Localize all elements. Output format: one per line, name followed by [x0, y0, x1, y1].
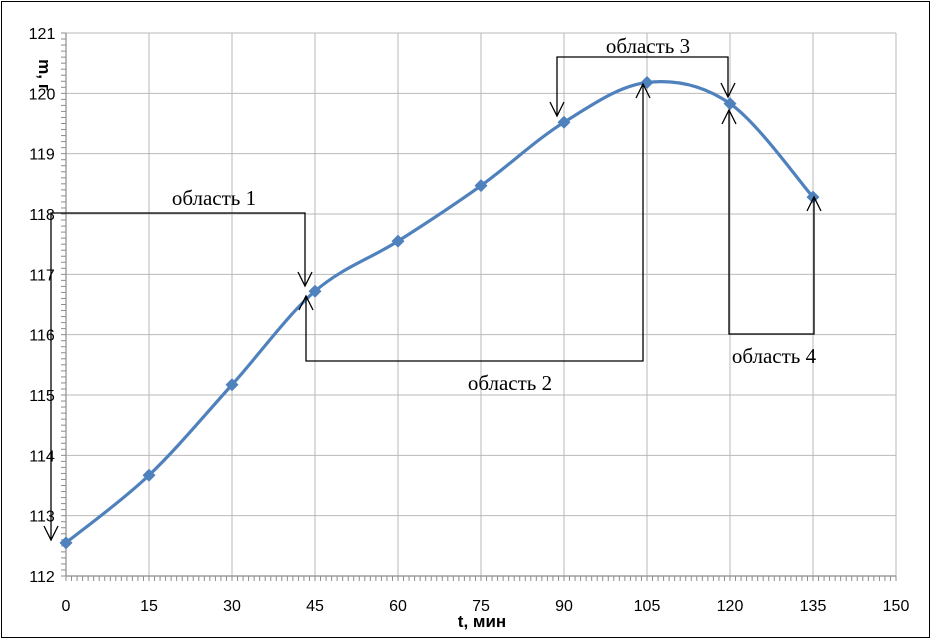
y-tick-label: 112	[29, 569, 55, 586]
grid	[66, 32, 897, 576]
region-1-arrow-end	[297, 271, 313, 288]
x-tick-label: 0	[62, 598, 71, 615]
y-tick-label: 118	[29, 207, 55, 224]
y-tick-label: 116	[29, 328, 55, 345]
data-point-marker	[308, 284, 322, 298]
axes	[61, 32, 897, 581]
x-tick-label: 15	[140, 598, 158, 615]
x-tick-label: 150	[883, 598, 910, 615]
data-point-marker	[557, 115, 571, 129]
x-tick-label: 120	[717, 598, 744, 615]
region-3-bracket	[556, 56, 729, 116]
region-2-arrow-start	[298, 294, 314, 311]
region-3-arrow-end	[720, 82, 736, 99]
x-tick-label: 45	[306, 598, 324, 615]
data-point-marker	[723, 97, 737, 111]
region-4-bracket	[728, 110, 815, 335]
region-3-arrow-start	[549, 101, 565, 118]
region-4-arrow-end	[806, 195, 822, 212]
x-tick-label: 60	[389, 598, 407, 615]
x-tick-label: 105	[634, 598, 661, 615]
x-tick-label: 90	[555, 598, 573, 615]
region-3-label: область 3	[606, 34, 690, 58]
tick-labels: 0 15 30 45 60 75 90 105 120 135 150 112 113 114 115 116…	[29, 26, 910, 615]
region-1-label: область 1	[172, 186, 256, 210]
x-tick-label: 30	[223, 598, 241, 615]
data-series	[59, 75, 820, 550]
series-line	[64, 80, 815, 545]
y-tick-label: 119	[29, 147, 55, 164]
y-tick-label: 114	[29, 448, 55, 465]
data-point-marker	[474, 179, 488, 193]
region-4-arrow-start	[721, 108, 737, 125]
region-1-bracket	[50, 212, 306, 540]
region-2-arrow-end	[635, 82, 651, 99]
region-1-arrow-start	[43, 525, 59, 542]
region-annotations: область 1 область 2 область 3 область 4	[43, 34, 822, 542]
x-tick-label: 135	[800, 598, 827, 615]
x-tick-label: 75	[472, 598, 490, 615]
data-point-marker	[391, 234, 405, 248]
data-point-marker	[59, 536, 73, 550]
data-point-marker	[142, 468, 156, 482]
region-2-bracket	[305, 84, 644, 362]
y-tick-label: 115	[29, 388, 55, 405]
y-tick-label: 113	[29, 509, 55, 526]
y-tick-label: 121	[29, 26, 56, 43]
x-axis-title: t, мин	[458, 612, 506, 631]
y-tick-label: 120	[29, 86, 56, 103]
y-tick-label: 117	[29, 267, 55, 284]
data-point-marker	[225, 378, 239, 392]
region-2-label: область 2	[468, 371, 552, 395]
y-axis-title: m, г	[35, 59, 54, 91]
region-4-label: область 4	[732, 344, 817, 368]
